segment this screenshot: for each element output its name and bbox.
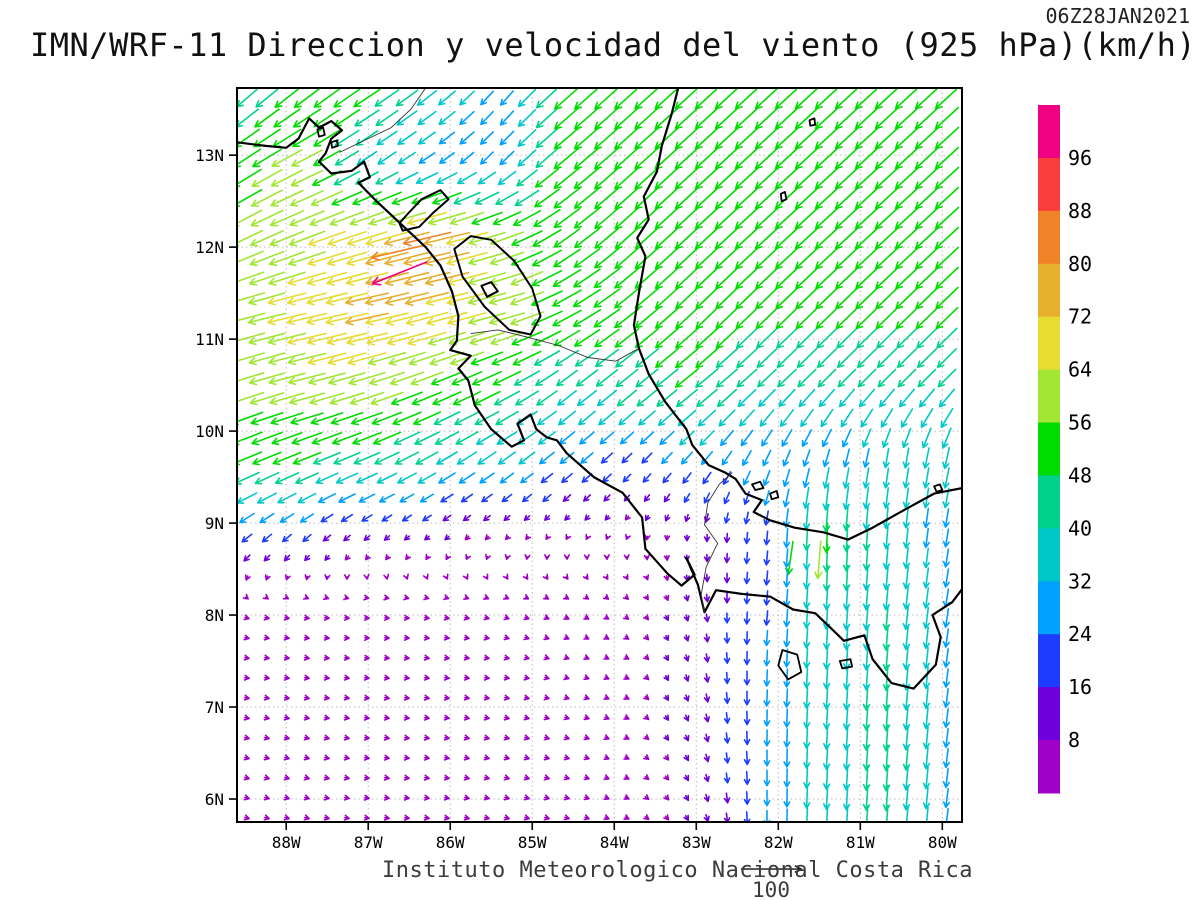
island-outline: [838, 658, 853, 670]
lake-outline: [480, 281, 499, 298]
lat-tick-label: 11N: [195, 330, 224, 349]
lake-outline: [398, 189, 450, 232]
colorbar-segment: [1038, 369, 1060, 424]
island-outline: [751, 480, 765, 491]
colorbar-label: 48: [1068, 463, 1092, 487]
plot-frame: [236, 87, 963, 823]
coastline: [632, 88, 962, 541]
colorbar-segment: [1038, 581, 1060, 635]
wind-vector-set: [267, 211, 488, 366]
reference-arrow: [741, 864, 803, 874]
wind-vector-set: [371, 261, 428, 286]
lat-tick-label: 7N: [205, 698, 224, 717]
country-border: [470, 329, 640, 362]
lat-tick-label: 10N: [195, 422, 224, 441]
credit-text: Instituto Meteorologico Nacional Costa R…: [382, 858, 974, 883]
wind-vector-set: [370, 231, 452, 261]
island-outline: [316, 126, 326, 138]
lon-tick-label: 84W: [600, 833, 629, 852]
colorbar-segment: [1038, 157, 1060, 212]
wind-vectors: [237, 88, 960, 822]
coastlines: [237, 88, 962, 690]
colorbar-label: 64: [1068, 358, 1092, 382]
lat-tick-label: 12N: [195, 238, 224, 257]
colorbar-segment: [1038, 263, 1060, 318]
reference-arrow-label: 100: [752, 878, 790, 900]
colorbar-label: 56: [1068, 411, 1092, 435]
chart-title: IMN/WRF-11 Direccion y velocidad del vie…: [30, 26, 1197, 64]
lat-tick-label: 9N: [205, 514, 224, 533]
wind-vector-set: [242, 514, 671, 821]
island-outline: [808, 117, 817, 127]
lon-tick-label: 88W: [272, 833, 301, 852]
axis-labels: 6N 7N 8N 9N 10N 11N 12N 13N 88W 87W 86W 85W 84W 83W 82…: [195, 146, 957, 852]
lat-tick-label: 6N: [205, 790, 224, 809]
colorbar-label: 72: [1068, 305, 1092, 329]
island-outline: [933, 483, 944, 493]
colorbar-segment: [1038, 210, 1060, 265]
island-outline: [769, 490, 780, 501]
colorbar-segment: [1038, 634, 1060, 688]
colorbar-label: 32: [1068, 569, 1092, 593]
country-border: [339, 88, 426, 153]
coastline: [237, 117, 962, 690]
wind-vector-set: [243, 493, 731, 822]
lon-tick-label: 87W: [354, 833, 383, 852]
wind-vector-set: [239, 90, 950, 822]
lon-tick-label: 85W: [518, 833, 547, 852]
lon-tick-label: 80W: [928, 833, 957, 852]
colorbar-label: 8: [1068, 728, 1080, 752]
lon-tick-label: 83W: [682, 833, 711, 852]
wind-vector-set: [237, 88, 956, 822]
colorbar-segment: [1038, 475, 1060, 529]
colorbar-label: 40: [1068, 516, 1092, 540]
lon-tick-label: 86W: [436, 833, 465, 852]
colorbar-segment: [1038, 740, 1060, 794]
lake-outline: [453, 235, 542, 336]
chart-timestamp: 06Z28JAN2021: [1045, 4, 1191, 28]
lat-tick-label: 8N: [205, 606, 224, 625]
colorbar: 96 88 80 72 64 56 48 40 32 24 16 8: [1038, 105, 1092, 794]
colorbar-segment: [1038, 422, 1060, 476]
colorbar-segment: [1038, 528, 1060, 582]
wind-vector-set: [237, 88, 960, 576]
wind-vector-set: [241, 452, 771, 822]
island-outline: [779, 191, 788, 202]
lon-tick-label: 82W: [764, 833, 793, 852]
colorbar-segment: [1038, 687, 1060, 741]
island-outline: [777, 649, 803, 681]
colorbar-label: 96: [1068, 146, 1092, 170]
colorbar-segment: [1038, 316, 1060, 371]
colorbar-label: 80: [1068, 252, 1092, 276]
colorbar-segment: [1038, 105, 1060, 159]
lon-tick-label: 81W: [846, 833, 875, 852]
colorbar-label: 88: [1068, 199, 1092, 223]
country-border: [700, 472, 733, 613]
colorbar-label: 24: [1068, 622, 1092, 646]
island-outline: [330, 139, 339, 149]
wind-vector-set: [237, 149, 823, 580]
lat-tick-label: 13N: [195, 146, 224, 165]
colorbar-label: 16: [1068, 675, 1092, 699]
